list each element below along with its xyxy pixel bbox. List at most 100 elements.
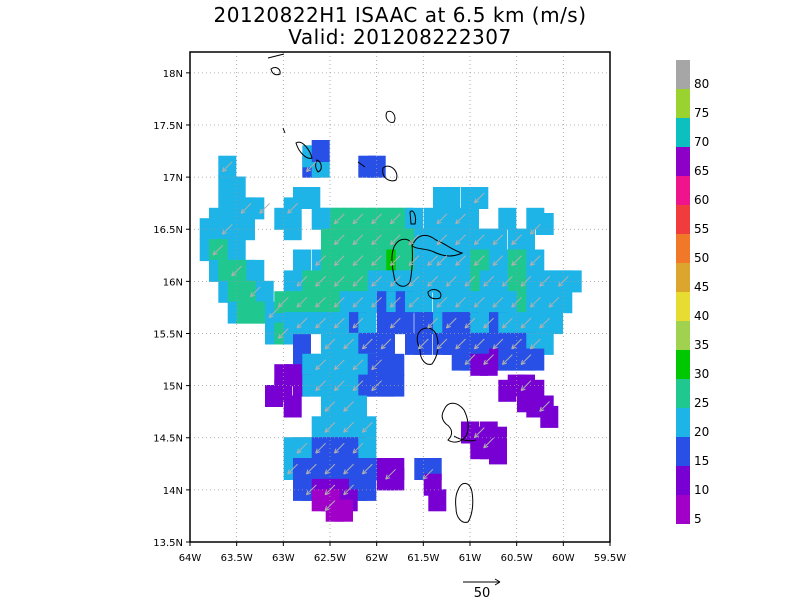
wind-arrow-icon [343,463,354,475]
wind-speed-cell [395,312,414,335]
wind-speed-cell [554,291,573,314]
wind-arrow-icon [548,296,560,308]
wind-arrow-icon [277,296,289,308]
lon-tick-label: 61.5W [407,553,439,564]
wind-arrow-icon [324,422,336,433]
lat-tick-label: 13.5N [153,538,183,549]
colorbar-label: 15 [694,454,709,468]
wind-speed-cell [302,374,321,397]
wind-arrow-icon [473,296,485,308]
colorbar-swatch [676,408,690,437]
wind-arrow-icon [352,380,364,392]
wind-arrow-icon [529,255,541,266]
wind-arrow-icon [249,286,261,298]
wind-arrow-icon [371,276,382,287]
wind-speed-cell [349,395,367,418]
colorbar-label: 25 [694,396,709,410]
map-title-line-2: Valid: 201208222307 [288,25,512,49]
wind-arrow-icon [277,328,289,339]
wind-speed-cell [535,213,554,235]
wind-arrow-icon [352,234,364,246]
axis-tick-labels: 64W 63.5W 63W 62.5W 62W 61.5W 61W 60.5W 60W 59.5W… [153,69,626,564]
wind-arrow-icon [501,317,513,329]
colorbar-label: 55 [694,222,709,236]
colorbar-swatch [676,437,690,466]
reference-vector-label: 50 [474,586,491,600]
wind-arrow-icon [529,338,541,350]
wind-arrow-icon [371,296,382,308]
wind-arrow-icon [427,255,438,266]
lat-lon-grid [190,52,611,543]
wind-speed-cell [246,197,265,220]
wind-arrow-icon [464,354,476,365]
wind-arrow-icon [352,317,364,329]
colorbar-label: 5 [694,512,702,526]
wind-arrow-icon [436,234,448,246]
lon-tick-label: 64W [179,553,202,564]
lon-tick-label: 62.5W [314,553,346,564]
wind-arrow-icon [324,401,336,412]
wind-arrow-icon [539,276,550,287]
wind-arrow-icon [352,255,364,266]
wind-speed-cell [498,207,517,230]
wind-arrow-icon [455,213,466,225]
lon-tick-label: 63W [272,553,295,564]
wind-speed-cell [302,353,321,376]
island-martinique [441,402,477,443]
colorbar-swatch [676,466,690,495]
lat-tick-label: 14.5N [153,434,183,445]
wind-arrow-icon [511,234,522,246]
wind-arrow-icon [473,255,485,266]
colorbar-swatch [676,495,690,524]
wind-arrow-icon [333,234,345,246]
wind-arrow-icon [268,307,280,319]
colorbar-label: 30 [694,367,709,381]
colorbar-swatch [676,60,690,89]
wind-arrow-icon [315,276,326,287]
wind-arrow-icon [361,338,373,350]
wind-arrow-icon [436,255,448,266]
wind-arrow-icon [305,463,317,475]
wind-arrow-icon [343,422,354,433]
wind-arrow-icon [333,380,345,392]
wind-speed-cell [358,478,377,501]
colorbar-swatch [676,147,690,176]
wind-arrow-icon [315,317,326,329]
wind-speed-cell [540,405,559,428]
wind-speed-cell [302,187,321,209]
wind-arrow-icon [315,255,326,266]
wind-arrow-icon [371,213,382,225]
wind-arrow-icon [333,276,345,287]
wind-arrow-icon [361,422,373,433]
lat-tick-label: 17.5N [153,121,183,132]
wind-arrow-icon [520,276,532,287]
lat-tick-label: 17N [163,173,183,184]
wind-arrow-icon [371,234,382,246]
wind-arrow-icon [436,338,448,350]
wind-speed-cell [255,280,274,303]
colorbar-label: 65 [694,164,709,178]
wind-arrow-icon [371,380,382,392]
colorbar-label: 35 [694,338,709,352]
wind-arrow-icon [529,296,541,308]
wind-arrow-icon [455,296,466,308]
wind-arrow-icon [520,354,532,365]
wind-arrow-icon [455,338,466,350]
wind-arrow-icon [333,255,345,266]
lat-tick-label: 15.5N [153,329,183,340]
wind-arrow-icon [333,442,345,454]
wind-arrow-icon [483,317,494,329]
wind-arrow-icon [343,401,354,412]
wind-arrow-icon [483,437,494,449]
wind-arrow-icon [473,338,485,350]
wind-arrow-icon [408,276,420,287]
wind-speed-cell [227,176,246,199]
wind-arrow-icon [483,354,494,365]
colorbar-swatch [676,263,690,292]
wind-arrow-icon [324,500,336,511]
wind-speed-cell [283,395,302,418]
wind-arrow-icon [501,276,513,287]
wind-arrow-icon [315,359,326,371]
reference-arrowhead-icon [494,578,501,586]
